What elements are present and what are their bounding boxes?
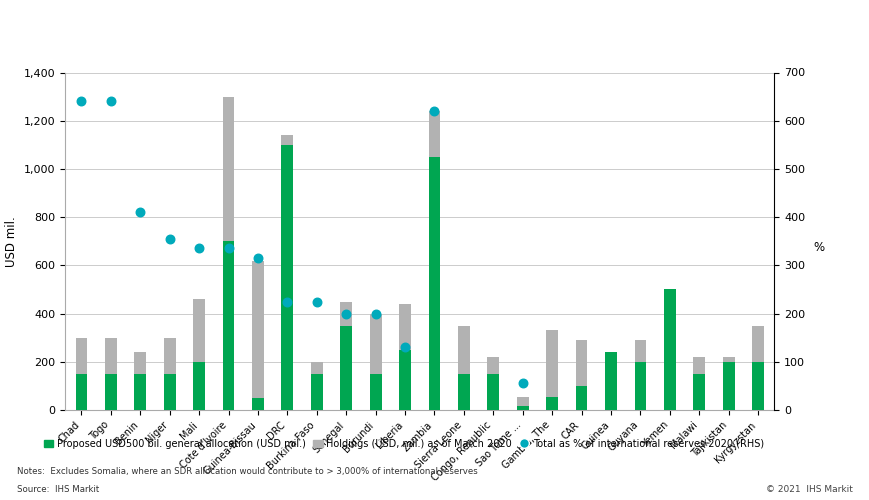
Bar <box>76 338 87 410</box>
Point <box>133 208 147 216</box>
Bar <box>193 299 205 410</box>
Point <box>251 254 265 262</box>
Bar <box>457 326 469 410</box>
Bar <box>105 374 116 410</box>
Point <box>309 298 323 306</box>
Bar <box>457 374 469 410</box>
Bar <box>516 406 528 410</box>
Point <box>103 98 117 106</box>
Bar <box>310 374 322 410</box>
Point <box>192 244 206 252</box>
Point <box>427 107 441 115</box>
Bar <box>693 357 705 410</box>
Point <box>368 310 382 318</box>
Bar <box>546 396 557 410</box>
Bar <box>252 260 263 410</box>
Bar <box>722 357 733 410</box>
Bar <box>134 352 146 410</box>
Text: Source:  IHS Markit: Source: IHS Markit <box>17 485 100 494</box>
Bar <box>340 302 352 410</box>
Text: © 2021  IHS Markit: © 2021 IHS Markit <box>765 485 852 494</box>
Point <box>163 235 176 243</box>
Bar <box>222 96 234 410</box>
Bar <box>752 362 763 410</box>
Point <box>515 380 529 388</box>
Point <box>75 98 89 106</box>
Bar <box>193 362 205 410</box>
Bar <box>693 374 705 410</box>
Bar <box>487 357 499 410</box>
Bar <box>252 398 263 410</box>
Bar <box>369 374 381 410</box>
Bar <box>605 358 616 410</box>
Bar <box>369 314 381 410</box>
Legend: Proposed USD500 bil. general allocation (USD mil.), Holdings (USD, mil.) as of M: Proposed USD500 bil. general allocation … <box>40 435 766 452</box>
Bar <box>663 290 675 410</box>
Bar <box>282 135 293 410</box>
Bar <box>399 350 410 410</box>
Point <box>280 298 294 306</box>
Bar <box>546 330 557 410</box>
Bar <box>605 352 616 410</box>
Bar <box>105 338 116 410</box>
Bar <box>575 386 587 410</box>
Text: Low income countries where an SDR allocation would  provide the greatest contrib: Low income countries where an SDR alloca… <box>9 16 659 44</box>
Bar <box>634 340 646 410</box>
Bar <box>722 362 733 410</box>
Point <box>222 244 235 252</box>
Point <box>398 344 412 351</box>
Bar <box>163 338 176 410</box>
Bar <box>575 340 587 410</box>
Bar <box>222 242 234 410</box>
Bar <box>310 362 322 410</box>
Bar <box>487 374 499 410</box>
Y-axis label: USD mil.: USD mil. <box>5 216 18 266</box>
Bar <box>163 374 176 410</box>
Bar <box>399 304 410 410</box>
Bar <box>634 362 646 410</box>
Bar <box>282 145 293 410</box>
Bar <box>428 111 440 410</box>
Point <box>339 310 353 318</box>
Text: Notes:  Excludes Somalia, where an SDR allocation would contribute to > 3,000% o: Notes: Excludes Somalia, where an SDR al… <box>17 467 478 476</box>
Bar <box>134 374 146 410</box>
Bar <box>516 396 528 410</box>
Y-axis label: %: % <box>813 242 824 254</box>
Bar <box>752 326 763 410</box>
Bar <box>663 386 675 410</box>
Bar <box>428 157 440 410</box>
Bar <box>340 326 352 410</box>
Bar <box>76 374 87 410</box>
